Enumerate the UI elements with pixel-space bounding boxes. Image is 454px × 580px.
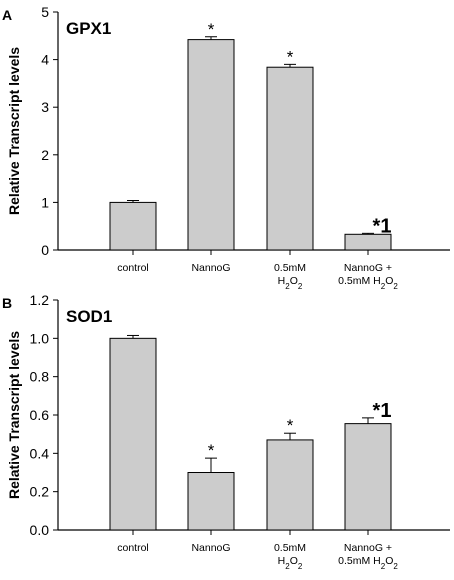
x-tick-label: NannoG + [344, 262, 392, 274]
x-tick-label: NannoG [191, 542, 230, 554]
y-tick-label: 2 [41, 147, 49, 163]
bar [187, 39, 235, 251]
y-tick-label: 1 [41, 194, 49, 210]
data-label: * [208, 441, 215, 460]
chart-title: GPX1 [66, 19, 111, 38]
x-tick-label: control [117, 542, 149, 554]
x-tick-label: 0.5mM H2O2 [338, 555, 398, 571]
x-tick-label: H2O2 [278, 555, 303, 571]
x-tick-label: 0.5mM H2O2 [338, 275, 398, 291]
bar [344, 423, 392, 531]
y-tick-label: 1.0 [30, 330, 50, 346]
x-tick-label: NannoG [191, 262, 230, 274]
panel-gpx1-chart: A 0 1 2 3 4 5 Relative Transcript levels GPX1 * * *… [2, 4, 450, 291]
panel-label: B [2, 295, 12, 311]
y-tick-label: 4 [41, 52, 49, 68]
x-tick-label: NannoG + [344, 542, 392, 554]
bar [266, 66, 314, 251]
bar [266, 439, 314, 531]
y-tick-label: 0.4 [30, 445, 50, 461]
y-tick-label: 1.2 [30, 292, 50, 308]
panel-label: A [2, 7, 12, 23]
y-axis-label: Relative Transcript levels [6, 47, 22, 215]
panel-sod1-chart: B 0.0 0.2 0.4 0.6 0.8 1.0 1.2 Relative Transcrip… [2, 292, 450, 571]
y-axis-label: Relative Transcript levels [6, 331, 22, 499]
data-label: * [287, 47, 294, 66]
x-tick-label: 0.5mM [274, 262, 306, 274]
data-label: * [208, 20, 215, 39]
data-label: *1 [373, 215, 392, 237]
y-tick-label: 0 [41, 242, 49, 258]
y-tick-label: 0.6 [30, 407, 50, 423]
x-tick-label: H2O2 [278, 275, 303, 291]
y-tick-label: 0.8 [30, 369, 50, 385]
data-label: * [287, 416, 294, 435]
chart-title: SOD1 [66, 307, 112, 326]
x-tick-label: 0.5mM [274, 542, 306, 554]
y-tick-label: 0.2 [30, 484, 50, 500]
x-tick-label: control [117, 262, 149, 274]
bar [109, 337, 157, 531]
y-tick-label: 0.0 [30, 522, 50, 538]
y-tick-label: 3 [41, 99, 49, 115]
data-label: *1 [373, 400, 392, 422]
y-tick-label: 5 [41, 4, 49, 20]
bar [109, 201, 157, 251]
bar [187, 472, 235, 531]
